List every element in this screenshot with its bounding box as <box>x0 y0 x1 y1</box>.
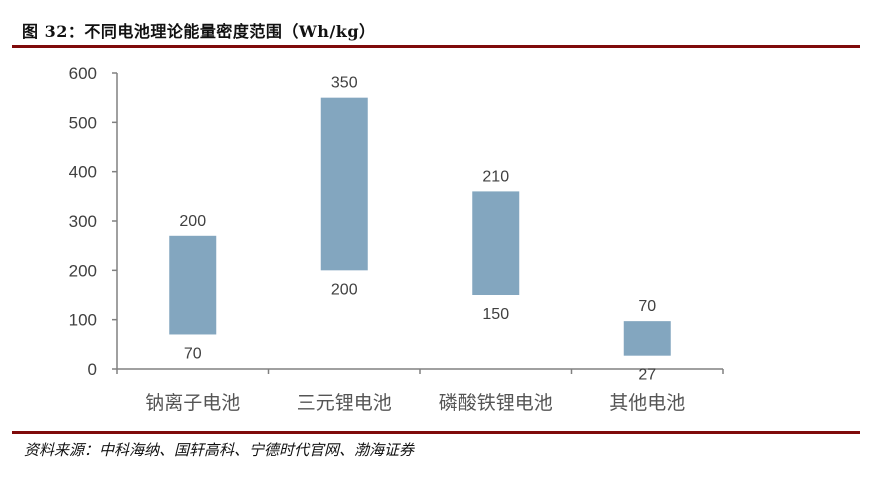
title-divider <box>12 45 860 48</box>
x-category-label: 三元锂电池 <box>297 392 392 414</box>
y-tick-label: 600 <box>69 64 97 83</box>
bar-label-top: 200 <box>179 213 206 230</box>
x-category-label: 磷酸铁锂电池 <box>439 392 553 414</box>
bar-label-top: 210 <box>482 168 509 185</box>
x-category-label: 其他电池 <box>609 392 685 414</box>
bar-label-bottom: 70 <box>184 345 202 362</box>
y-tick-label: 300 <box>69 212 97 231</box>
range-bar <box>320 97 368 271</box>
figure-title: 图 32：不同电池理论能量密度范围（Wh/kg） <box>22 22 376 41</box>
bar-label-bottom: 200 <box>331 281 358 298</box>
source-divider <box>12 431 860 434</box>
bar-label-bottom: 150 <box>482 306 509 323</box>
y-tick-label: 200 <box>69 261 97 280</box>
range-bar-chart: 0 100 200 300 400 500 600 200 70 钠离子电池 350 200 三元锂电池… <box>69 64 724 414</box>
range-bar <box>169 235 217 335</box>
bar-label-top: 350 <box>331 75 358 92</box>
y-tick-label: 500 <box>69 113 97 132</box>
range-bar <box>472 191 520 295</box>
range-bar <box>623 321 671 356</box>
bar-label-bottom: 27 <box>638 367 656 384</box>
x-category-label: 钠离子电池 <box>145 392 240 414</box>
y-tick-label: 0 <box>88 360 97 379</box>
source-note: 资料来源：中科海纳、国轩高科、宁德时代官网、渤海证券 <box>24 441 415 459</box>
y-tick-label: 100 <box>69 311 97 330</box>
bar-label-top: 70 <box>638 298 656 315</box>
y-tick-label: 400 <box>69 163 97 182</box>
